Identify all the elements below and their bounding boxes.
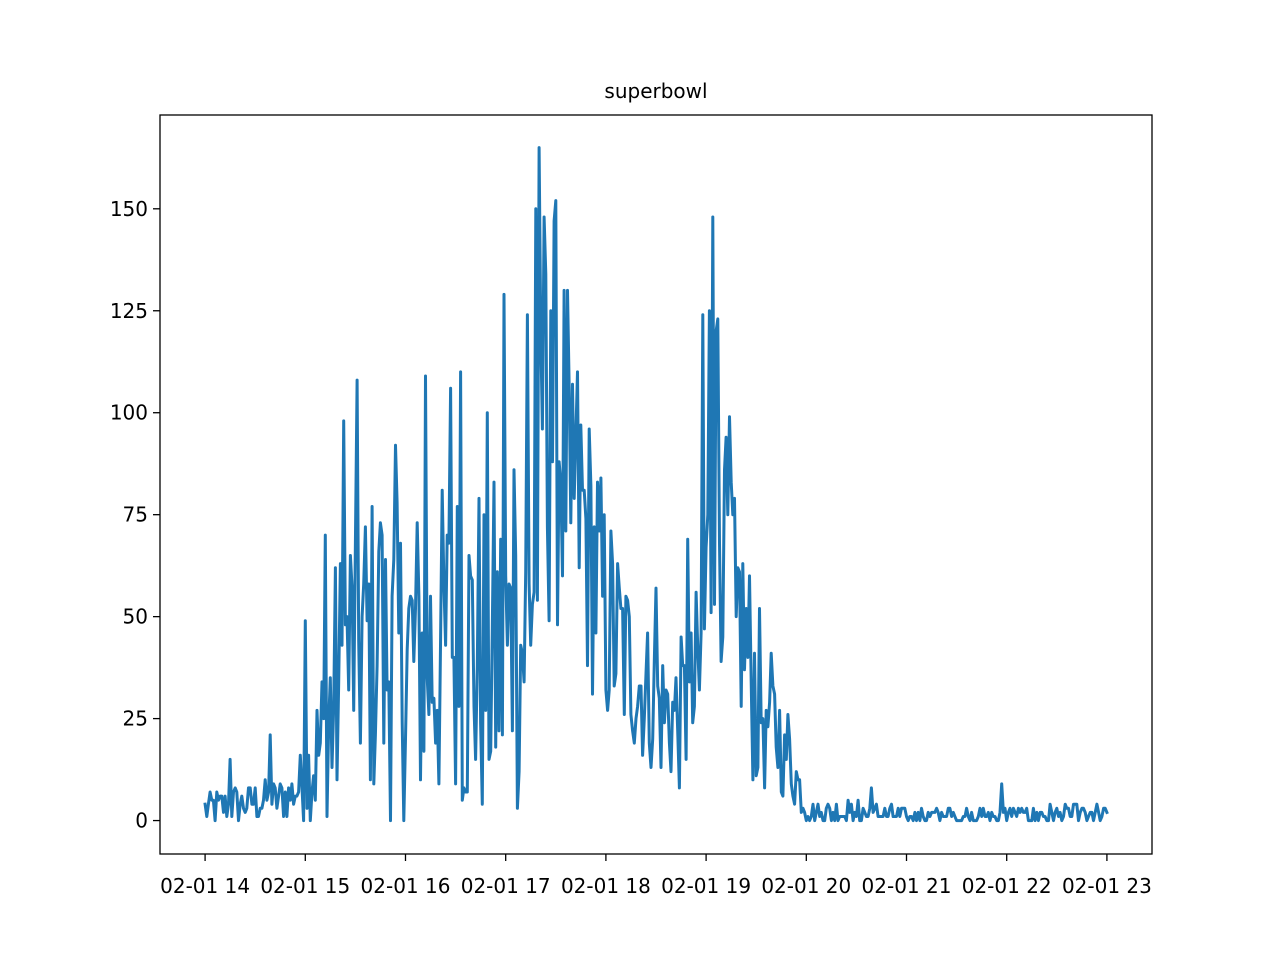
x-tick-label: 02-01 16	[361, 874, 451, 898]
y-axis: 0 25 50 75 100 125 150	[110, 197, 160, 833]
x-tick-label: 02-01 14	[160, 874, 250, 898]
x-tick-label: 02-01 19	[661, 874, 751, 898]
y-tick-label: 75	[123, 503, 148, 527]
chart-title: superbowl	[604, 79, 707, 103]
y-tick-label: 25	[123, 707, 148, 731]
x-axis: 02-01 14 02-01 15 02-01 16 02-01 17 02-01 18…	[160, 854, 1152, 898]
series-line	[203, 146, 1109, 823]
x-tick-label: 02-01 15	[260, 874, 350, 898]
y-tick-label: 150	[110, 197, 148, 221]
y-tick-label: 125	[110, 299, 148, 323]
x-tick-label: 02-01 23	[1062, 874, 1152, 898]
x-tick-label: 02-01 22	[962, 874, 1052, 898]
y-tick-label: 0	[135, 809, 148, 833]
plot-area	[203, 146, 1109, 823]
x-tick-label: 02-01 21	[862, 874, 952, 898]
plot-frame	[159, 114, 1153, 855]
x-tick-label: 02-01 18	[561, 874, 651, 898]
y-tick-label: 100	[110, 401, 148, 425]
y-tick-label: 50	[123, 605, 148, 629]
x-tick-label: 02-01 20	[761, 874, 851, 898]
x-tick-label: 02-01 17	[461, 874, 551, 898]
